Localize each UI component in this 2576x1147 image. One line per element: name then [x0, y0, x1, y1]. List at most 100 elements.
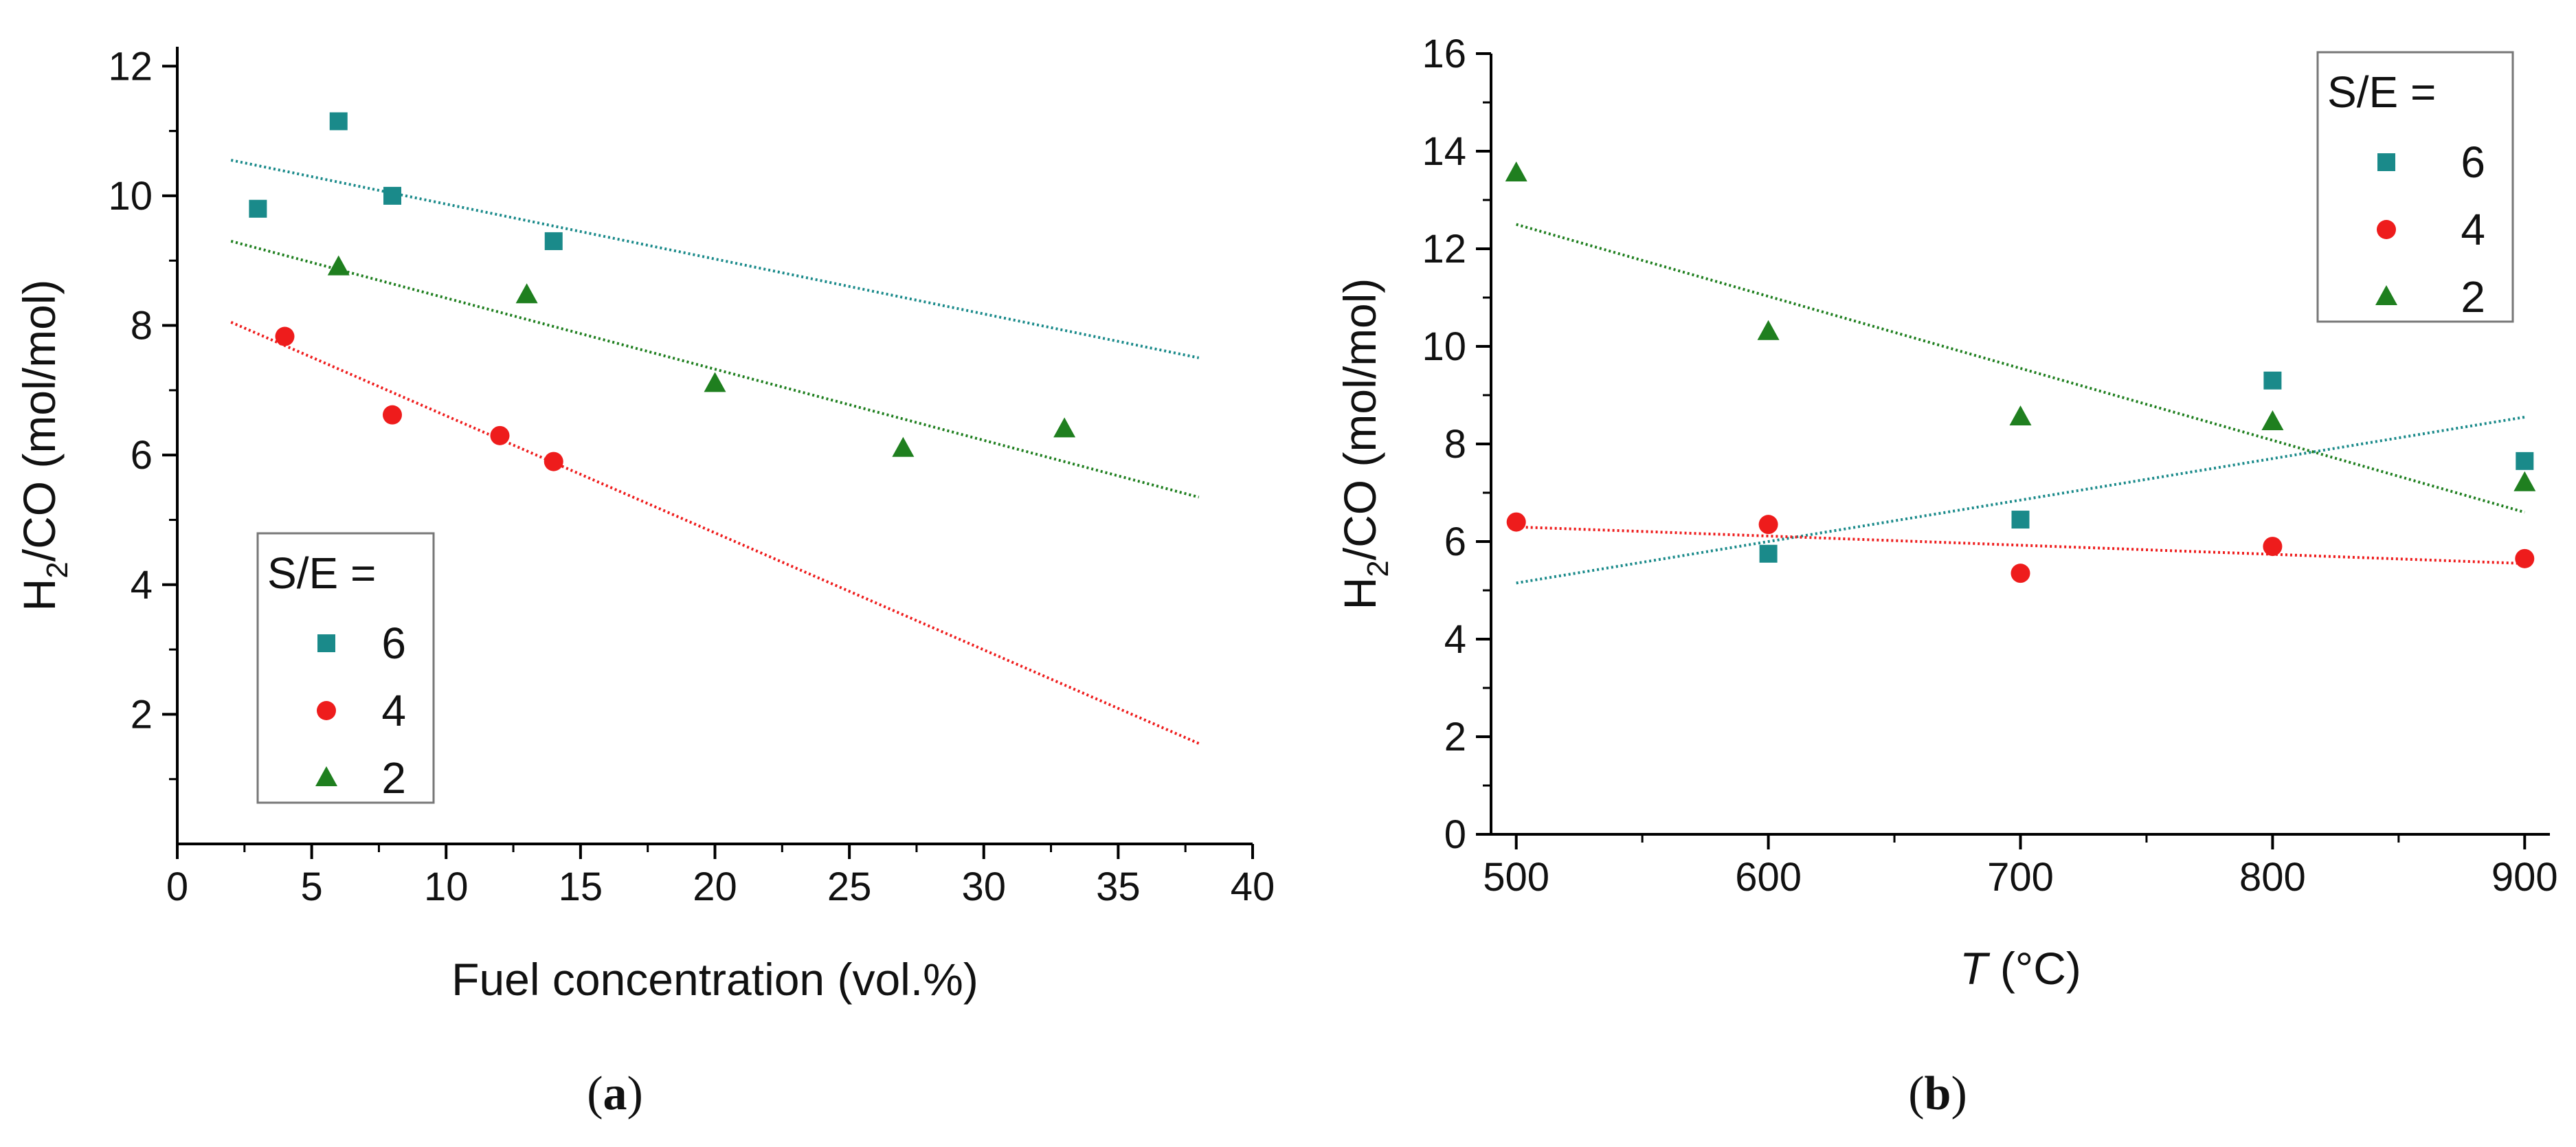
data-point-se-4 — [490, 425, 510, 445]
data-point-se-2 — [892, 436, 915, 457]
caption-letter: a — [603, 1067, 627, 1120]
y-axis-title-main: H — [1334, 577, 1385, 610]
y-axis-title-subscript: 2 — [41, 561, 74, 578]
data-point-se-4 — [544, 452, 563, 471]
x-tick-label: 25 — [827, 865, 872, 909]
y-axis-title: H2/CO (mol/mol) — [14, 280, 74, 612]
y-tick-label: 10 — [108, 174, 153, 219]
data-point-se-4 — [383, 405, 402, 425]
legend-marker-se-6 — [2377, 153, 2395, 171]
y-tick-label: 4 — [1444, 617, 1466, 662]
x-tick-label: 500 — [1483, 855, 1549, 900]
caption-open: ( — [1908, 1067, 1924, 1120]
legend-label-se-4: 4 — [381, 686, 406, 735]
data-point-se-2 — [1053, 417, 1076, 438]
x-tick-label: 900 — [2491, 855, 2558, 900]
legend-label-se-4: 4 — [2461, 205, 2485, 254]
y-tick-label: 10 — [1422, 324, 1466, 369]
data-point-se-2 — [1505, 161, 1527, 181]
y-tick-label: 6 — [131, 433, 153, 478]
x-tick-label: 10 — [424, 865, 469, 909]
y-tick-label: 8 — [1444, 422, 1466, 467]
legend-box — [256, 532, 435, 804]
y-tick-label: 12 — [108, 44, 153, 89]
data-point-se-6 — [2516, 452, 2534, 470]
legend-marker-se-4 — [317, 701, 336, 720]
caption-close: ) — [1951, 1067, 1967, 1120]
trend-line-se-6 — [230, 159, 1200, 359]
data-point-se-4 — [2515, 548, 2535, 568]
y-tick-label: 12 — [1422, 227, 1466, 271]
y-axis-title-rest: /CO (mol/mol) — [14, 280, 65, 562]
legend-label-se-2: 2 — [381, 753, 406, 803]
legend-marker-se-2 — [315, 766, 337, 786]
legend-label-se-2: 2 — [2461, 272, 2485, 322]
data-point-se-2 — [2009, 405, 2032, 425]
x-tick-label: 5 — [300, 865, 322, 909]
data-point-se-2 — [704, 372, 726, 392]
legend-marker-se-4 — [2377, 220, 2396, 239]
x-tick-label: 30 — [961, 865, 1006, 909]
y-tick-label: 8 — [131, 304, 153, 348]
y-axis-title-subscript: 2 — [1361, 560, 1395, 577]
data-point-se-6 — [1759, 544, 1778, 563]
trend-line-se-2 — [230, 239, 1200, 499]
x-tick-label: 700 — [1987, 855, 2054, 900]
data-point-se-6 — [329, 112, 348, 131]
data-point-se-2 — [515, 283, 538, 304]
x-tick-label: 20 — [693, 865, 737, 909]
caption-letter: b — [1925, 1067, 1951, 1120]
panel-caption: (a) — [587, 1067, 643, 1120]
x-tick-label: 35 — [1096, 865, 1141, 909]
y-axis-title-main: H — [14, 579, 65, 612]
data-point-se-6 — [249, 199, 267, 218]
legend-marker-se-6 — [317, 634, 335, 652]
x-axis-title: Fuel concentration (vol.%) — [451, 954, 978, 1005]
data-point-se-6 — [2011, 511, 2030, 529]
legend: S/E =642 — [2316, 51, 2514, 323]
y-tick-label: 14 — [1422, 129, 1466, 174]
y-tick-label: 2 — [131, 692, 153, 737]
data-point-se-2 — [327, 255, 350, 276]
y-tick-label: 0 — [1444, 812, 1466, 857]
y-tick-label: 4 — [131, 563, 153, 608]
y-axis-title: H2/CO (mol/mol) — [1334, 278, 1395, 610]
data-point-se-4 — [275, 326, 295, 346]
panel-caption: (b) — [1908, 1067, 1967, 1120]
data-point-se-4 — [2011, 564, 2030, 583]
data-point-se-4 — [1758, 515, 1778, 535]
legend: S/E =6 4 2 — [256, 532, 435, 804]
chart-panel-a: 0 5 10 15 20 25 30 35 40 2 4 6 8 10 12 Fuel concentrati… — [14, 44, 1275, 1120]
y-tick-label: 6 — [1444, 520, 1466, 564]
caption-open: ( — [587, 1067, 603, 1120]
data-point-se-4 — [1506, 512, 1526, 532]
data-point-se-6 — [2263, 371, 2282, 390]
x-tick-label: 40 — [1231, 865, 1275, 909]
x-axis-title: T (°C) — [1960, 943, 2081, 994]
trend-line-se-4 — [1516, 525, 2525, 565]
legend-title: S/E = — [267, 548, 376, 598]
x-axis-title-italic: T — [1960, 943, 1991, 994]
y-axis-title-rest: /CO (mol/mol) — [1334, 278, 1385, 561]
legend-marker-se-2 — [2375, 285, 2397, 305]
legend-title: S/E = — [2327, 67, 2436, 117]
trend-line-se-2 — [1516, 223, 2525, 514]
data-point-se-6 — [383, 186, 401, 205]
x-axis-title-rest: (°C) — [1987, 943, 2081, 994]
legend-box — [2316, 51, 2514, 323]
data-point-se-4 — [2263, 537, 2283, 557]
trend-line-se-6 — [1516, 415, 2525, 585]
data-point-se-6 — [544, 232, 563, 250]
x-tick-label: 0 — [166, 865, 188, 909]
caption-close: ) — [627, 1067, 643, 1120]
y-tick-label: 16 — [1422, 32, 1466, 76]
data-point-se-2 — [2513, 471, 2536, 491]
x-tick-label: 800 — [2239, 855, 2306, 900]
x-tick-label: 600 — [1735, 855, 1802, 900]
data-point-se-2 — [2261, 410, 2284, 431]
data-point-se-2 — [1757, 320, 1780, 340]
x-tick-label: 15 — [559, 865, 603, 909]
legend-label-se-6: 6 — [381, 619, 406, 668]
